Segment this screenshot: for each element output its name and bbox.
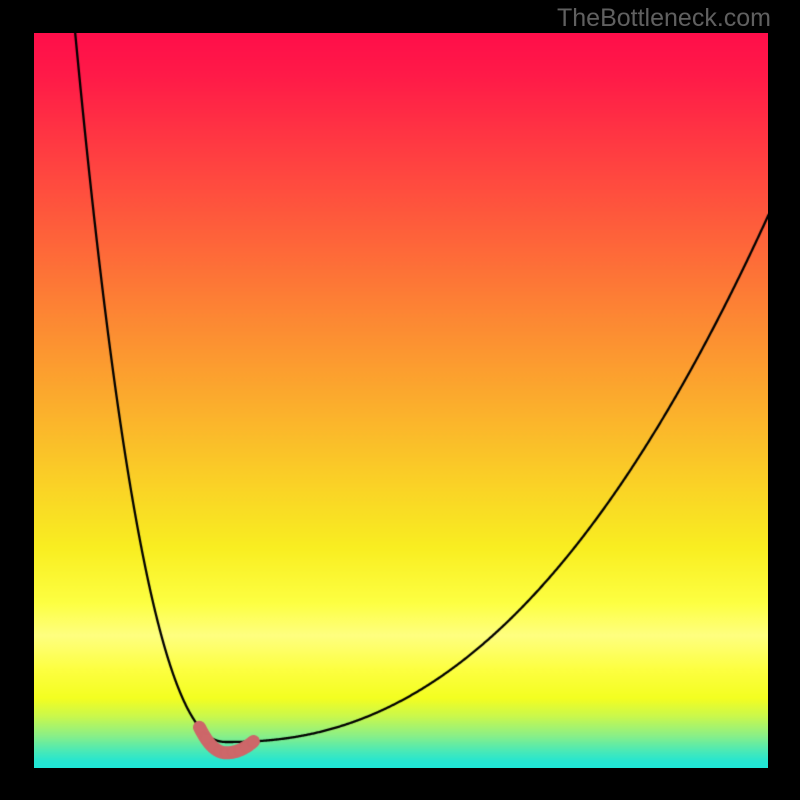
chart-stage: TheBottleneck.com — [0, 0, 800, 800]
watermark-text: TheBottleneck.com — [557, 4, 771, 33]
bottleneck-v-curve-chart — [34, 33, 768, 768]
